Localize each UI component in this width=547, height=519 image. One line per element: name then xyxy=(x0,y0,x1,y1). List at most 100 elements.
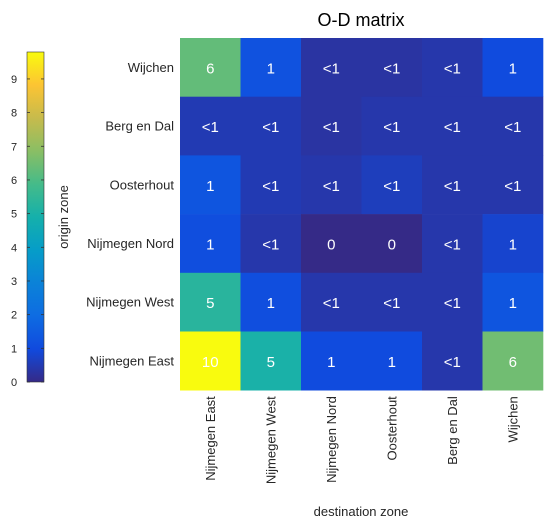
cell-value-label: 5 xyxy=(267,354,275,371)
cell-value-label: <1 xyxy=(444,178,461,195)
cell-value-label: <1 xyxy=(383,60,400,77)
colorbar-tick-label: 6 xyxy=(11,175,17,187)
colorbar-tick-label: 7 xyxy=(11,141,17,153)
heatmap-cell xyxy=(240,96,302,156)
heatmap-cell xyxy=(361,38,423,97)
heatmap-cell xyxy=(422,155,483,215)
heatmap-cell xyxy=(422,214,483,274)
heatmap-cell xyxy=(422,331,483,391)
x-axis-label: destination zone xyxy=(314,504,409,519)
heatmap-cell xyxy=(240,155,302,215)
heatmap-cell xyxy=(482,214,544,274)
colorbar-tick-label: 8 xyxy=(11,108,17,120)
cell-value-label: 1 xyxy=(267,295,275,312)
heatmap-cell xyxy=(422,272,483,332)
cell-value-label: 10 xyxy=(202,354,219,371)
heatmap-cell xyxy=(240,272,302,332)
heatmap-cell xyxy=(482,155,544,215)
heatmap-cell xyxy=(180,331,241,391)
row-tick-label: Wijchen xyxy=(128,60,174,75)
cell-value-label: 1 xyxy=(327,354,335,371)
colorbar-tick-label: 5 xyxy=(11,209,17,221)
row-labels: Wijchen Berg en Dal Oosterhout Nijmegen Nor… xyxy=(86,60,174,369)
cell-value-label: <1 xyxy=(262,236,279,253)
heatmap-cell xyxy=(180,96,241,156)
heatmap-cell xyxy=(361,331,423,391)
cell-value-label: 1 xyxy=(509,60,517,77)
cell-value-label: 1 xyxy=(388,354,396,371)
row-tick-label: Nijmegen Nord xyxy=(87,236,174,251)
column-tick-label: Nijmegen West xyxy=(263,396,278,484)
heatmap-cell xyxy=(422,38,483,97)
cell-value-label: <1 xyxy=(444,60,461,77)
column-tick-label: Nijmegen Nord xyxy=(324,396,339,483)
heatmap-cell xyxy=(301,214,362,274)
cell-value-label: 6 xyxy=(206,60,214,77)
heatmap-cell xyxy=(482,331,544,391)
cell-value-label: <1 xyxy=(504,178,521,195)
heatmap-cell xyxy=(482,38,544,97)
cell-value-label: <1 xyxy=(262,119,279,136)
colorbar-tick-label: 4 xyxy=(11,242,17,254)
column-tick-label: Oosterhout xyxy=(384,396,399,461)
column-tick-label: Berg en Dal xyxy=(445,396,460,465)
row-tick-label: Oosterhout xyxy=(110,177,175,192)
heatmap-cell xyxy=(180,214,241,274)
row-tick-label: Nijmegen West xyxy=(86,295,174,310)
cell-value-label: <1 xyxy=(323,60,340,77)
heatmap-cell xyxy=(361,214,423,274)
heatmap-cell xyxy=(240,214,302,274)
heatmap-cell xyxy=(240,331,302,391)
cell-value-label: <1 xyxy=(444,295,461,312)
colorbar-tick-label: 1 xyxy=(11,343,17,355)
cell-value-label: <1 xyxy=(383,178,400,195)
cell-value-label: <1 xyxy=(444,236,461,253)
cell-value-label: <1 xyxy=(504,119,521,136)
column-labels: Nijmegen East Nijmegen West Nijmegen Nord O… xyxy=(203,396,521,484)
heatmap-cell xyxy=(361,155,423,215)
heatmap-cell xyxy=(482,272,544,332)
cell-value-label: <1 xyxy=(202,119,219,136)
heatmap-cell xyxy=(301,272,362,332)
cell-value-label: <1 xyxy=(323,295,340,312)
cell-value-label: 1 xyxy=(509,236,517,253)
cell-value-label: <1 xyxy=(323,178,340,195)
heatmap-cell xyxy=(482,96,544,156)
colorbar-tick-label: 2 xyxy=(11,310,17,322)
heatmap-cell xyxy=(301,155,362,215)
colorbar-tick-label: 9 xyxy=(11,74,17,86)
cell-value-label: 6 xyxy=(509,354,517,371)
colorbar-ticks: 0 1 2 3 4 5 6 7 8 9 xyxy=(11,74,44,389)
cell-value-label: 0 xyxy=(388,236,396,253)
row-tick-label: Nijmegen East xyxy=(89,353,174,368)
chart-title: O-D matrix xyxy=(318,10,405,30)
colorbar-tick-label: 0 xyxy=(11,377,17,389)
heatmap-cell xyxy=(301,38,362,97)
heatmap-cell xyxy=(180,272,241,332)
row-tick-label: Berg en Dal xyxy=(105,119,174,134)
y-axis-label: origin zone xyxy=(56,185,71,249)
cell-value-label: 0 xyxy=(327,236,335,253)
heatmap-cell xyxy=(240,38,302,97)
heatmap-cell xyxy=(361,96,423,156)
heatmap-cell xyxy=(180,38,241,97)
cell-value-label: 1 xyxy=(509,295,517,312)
heatmap-cell xyxy=(361,272,423,332)
cell-value-label: 1 xyxy=(206,236,214,253)
heatmap-cells: 6 1 <1 <1 <1 1 <1 <1 <1 <1 <1 <1 1 <1 <1 <1 <1 <1 1 <1 0 0 <1 1… xyxy=(180,38,544,391)
cell-value-label: <1 xyxy=(444,354,461,371)
heatmap-cell xyxy=(301,331,362,391)
column-tick-label: Wijchen xyxy=(505,396,520,442)
heatmap-cell xyxy=(180,155,241,215)
cell-value-label: <1 xyxy=(323,119,340,136)
cell-value-label: <1 xyxy=(262,178,279,195)
cell-value-label: 1 xyxy=(267,60,275,77)
heatmap-cell xyxy=(301,96,362,156)
colorbar-tick-label: 3 xyxy=(11,276,17,288)
cell-value-label: 1 xyxy=(206,178,214,195)
heatmap-cell xyxy=(422,96,483,156)
cell-value-label: <1 xyxy=(383,295,400,312)
colorbar-scale xyxy=(26,51,45,383)
cell-value-label: <1 xyxy=(444,119,461,136)
